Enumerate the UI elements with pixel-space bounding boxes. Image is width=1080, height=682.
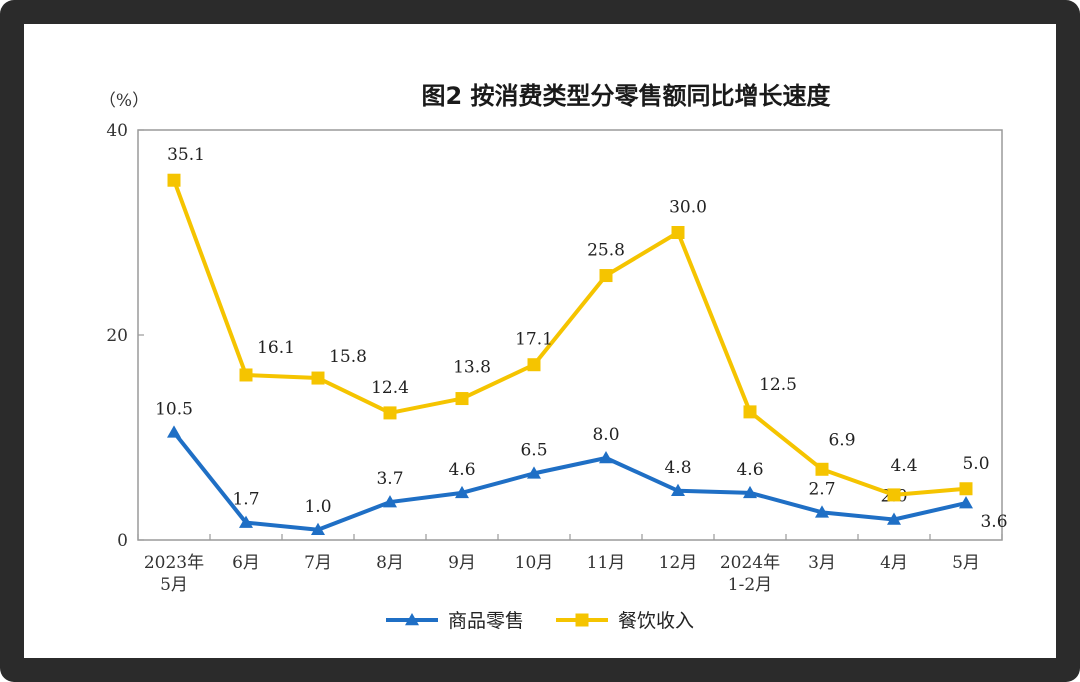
data-point-square xyxy=(455,392,469,406)
chart-title: 图2 按消费类型分零售额同比增长速度 xyxy=(421,82,831,110)
legend-label: 餐饮收入 xyxy=(618,610,694,632)
data-label: 35.1 xyxy=(167,145,205,165)
data-point-triangle xyxy=(599,451,613,464)
data-point-square xyxy=(383,406,397,420)
data-point-square xyxy=(959,482,973,496)
data-point-square xyxy=(239,368,253,382)
x-tick-label: 12月 xyxy=(659,553,698,573)
data-label: 3.6 xyxy=(980,512,1007,532)
data-label: 2.7 xyxy=(808,479,835,499)
data-point-triangle xyxy=(671,483,685,497)
data-point-triangle xyxy=(383,495,397,508)
data-point-triangle xyxy=(887,512,901,525)
data-label: 12.5 xyxy=(759,375,797,395)
x-tick-label: 2023年 xyxy=(144,553,204,573)
data-point-triangle xyxy=(527,466,541,479)
x-tick-label: 7月 xyxy=(304,553,332,573)
data-label: 1.7 xyxy=(232,490,259,510)
data-label: 25.8 xyxy=(587,241,625,261)
data-point-triangle xyxy=(743,485,757,499)
y-axis-unit: （%） xyxy=(99,91,149,111)
y-tick-label: 0 xyxy=(117,531,128,551)
data-point-triangle xyxy=(167,425,181,438)
data-point-triangle xyxy=(959,496,973,509)
x-tick-label: 2024年 xyxy=(720,553,780,573)
legend-marker-triangle xyxy=(405,613,419,626)
legend-item: 餐饮收入 xyxy=(556,610,694,632)
x-tick-label: 10月 xyxy=(515,553,554,573)
x-tick-label: 8月 xyxy=(376,553,404,573)
data-point-square xyxy=(311,371,325,385)
x-tick-label: 4月 xyxy=(880,553,908,573)
x-tick-label: 5月 xyxy=(952,553,980,573)
data-label: 5.0 xyxy=(962,454,989,474)
data-point-triangle xyxy=(455,485,469,499)
data-label: 3.7 xyxy=(376,469,403,489)
data-label: 1.0 xyxy=(304,497,331,517)
x-tick-label: 5月 xyxy=(160,575,188,595)
x-tick-label: 9月 xyxy=(448,553,476,573)
plot-area-frame xyxy=(137,129,1003,541)
series-goods-retail: 10.51.71.03.74.66.58.04.84.62.72.03.6 xyxy=(155,399,1008,535)
x-tick-label: 3月 xyxy=(808,553,836,573)
series-line xyxy=(172,179,967,497)
data-point-triangle xyxy=(239,515,253,528)
x-tick-label: 6月 xyxy=(232,553,260,573)
data-label: 10.5 xyxy=(155,399,193,419)
data-label: 6.9 xyxy=(828,430,855,450)
data-label: 15.8 xyxy=(329,347,367,367)
data-label: 30.0 xyxy=(669,198,707,218)
data-point-square xyxy=(743,405,757,419)
data-label: 13.8 xyxy=(453,358,491,378)
chart-panel: 图2 按消费类型分零售额同比增长速度 （%） 0 20 40 2023年 5月 6月 7月… xyxy=(24,24,1056,658)
data-label: 12.4 xyxy=(371,378,409,398)
legend-marker-square xyxy=(575,613,589,627)
data-label: 8.0 xyxy=(592,425,619,445)
y-axis: 0 20 40 xyxy=(106,121,144,551)
data-point-square xyxy=(671,226,685,239)
series-catering: 35.1 16.1 15.812.4 13.8 17.1 25.8 30.0 12.5 6.9 4… xyxy=(167,145,990,502)
data-label: 4.4 xyxy=(890,456,917,476)
data-label: 6.5 xyxy=(520,440,547,460)
x-tick-label: 11月 xyxy=(587,553,626,573)
y-tick-label: 20 xyxy=(106,326,128,346)
data-label: 4.6 xyxy=(448,460,475,480)
data-label: 16.1 xyxy=(257,338,295,358)
legend-item: 商品零售 xyxy=(386,610,524,632)
data-point-square xyxy=(167,173,181,187)
data-point-square xyxy=(527,358,541,372)
series-layer: 10.51.71.03.74.66.58.04.84.62.72.03.635.… xyxy=(155,145,1008,535)
data-label: 4.6 xyxy=(736,460,763,480)
data-point-square xyxy=(815,462,829,476)
data-point-square xyxy=(887,488,901,502)
series-line xyxy=(172,431,967,532)
data-point-square xyxy=(599,269,613,283)
data-label: 4.8 xyxy=(664,458,691,478)
data-label: 17.1 xyxy=(515,330,553,350)
data-point-triangle xyxy=(311,522,325,535)
legend-label: 商品零售 xyxy=(448,610,524,632)
x-tick-label: 1-2月 xyxy=(728,575,772,595)
y-tick-label: 40 xyxy=(106,121,128,141)
data-point-triangle xyxy=(815,505,829,518)
legend: 商品零售 餐饮收入 xyxy=(386,610,694,632)
